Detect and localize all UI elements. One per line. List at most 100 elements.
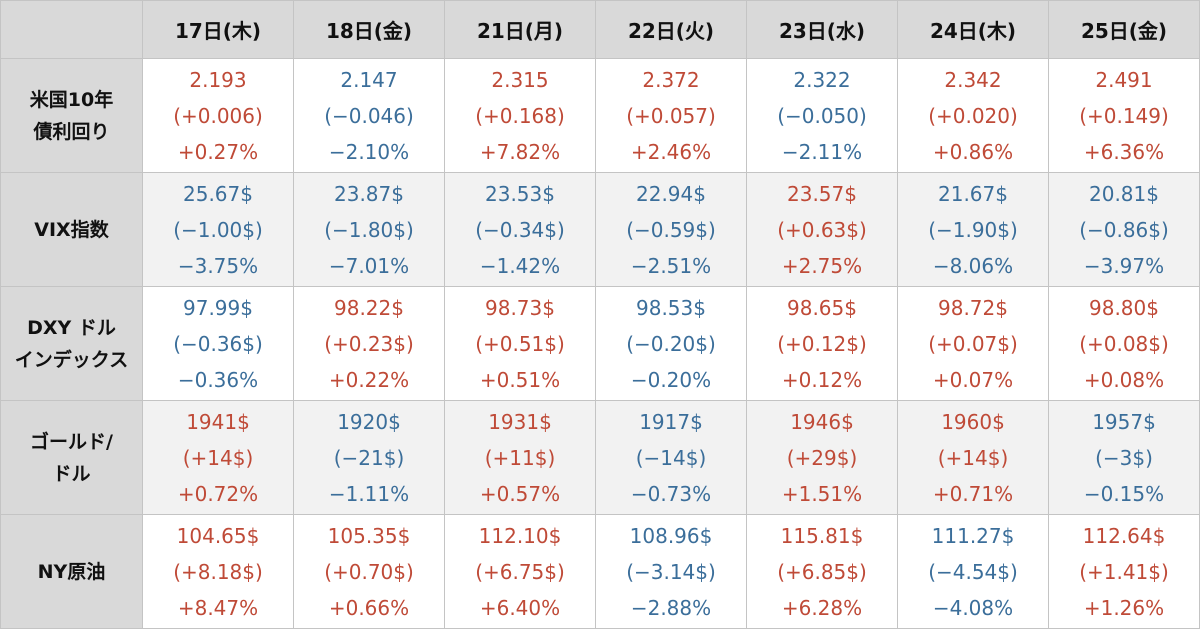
cell-change: (−0.59$) <box>626 217 716 242</box>
cell-change: (−21$) <box>333 445 405 470</box>
row-label: ゴールド/ドル <box>0 400 143 515</box>
cell-percent: −1.11% <box>328 481 410 506</box>
cell-value: 23.87$ <box>334 181 404 206</box>
column-header: 24日(木) <box>897 0 1049 59</box>
table-row: 米国10年債利回り 2.193 (+0.006) +0.27% 2.147 (−0.046… <box>0 58 1200 173</box>
cell-value: 2.491 <box>1095 67 1153 92</box>
cell-change: (+0.07$) <box>928 331 1018 356</box>
data-cell: 112.10$ (+6.75$) +6.40% <box>444 514 596 629</box>
data-cell: 22.94$ (−0.59$) −2.51% <box>595 172 747 287</box>
column-header: 25日(金) <box>1048 0 1200 59</box>
cell-value: 23.53$ <box>485 181 555 206</box>
cell-value: 21.67$ <box>938 181 1008 206</box>
data-cell: 98.65$ (+0.12$) +0.12% <box>746 286 898 401</box>
data-cell: 112.64$ (+1.41$) +1.26% <box>1048 514 1200 629</box>
cell-change: (−3.14$) <box>626 559 716 584</box>
data-cell: 25.67$ (−1.00$) −3.75% <box>142 172 294 287</box>
cell-value: 25.67$ <box>183 181 253 206</box>
column-header: 18日(金) <box>293 0 445 59</box>
cell-change: (+14$) <box>182 445 254 470</box>
cell-change: (+0.63$) <box>777 217 867 242</box>
row-label-line: VIX指数 <box>34 218 109 241</box>
cell-value: 98.73$ <box>485 295 555 320</box>
cell-percent: −2.10% <box>328 139 410 164</box>
data-cell: 108.96$ (−3.14$) −2.88% <box>595 514 747 629</box>
row-label: VIX指数 <box>0 172 143 287</box>
cell-change: (−0.34$) <box>475 217 565 242</box>
cell-change: (+29$) <box>786 445 858 470</box>
cell-percent: +0.08% <box>1083 367 1165 392</box>
cell-change: (−3$) <box>1095 445 1153 470</box>
cell-percent: +1.26% <box>1083 595 1165 620</box>
data-cell: 98.22$ (+0.23$) +0.22% <box>293 286 445 401</box>
cell-value: 2.147 <box>340 67 398 92</box>
row-label-line: インデックス <box>14 348 129 371</box>
row-label-line: ドル <box>52 462 91 485</box>
cell-value: 1957$ <box>1092 409 1156 434</box>
data-cell: 2.491 (+0.149) +6.36% <box>1048 58 1200 173</box>
cell-change: (−0.046) <box>324 103 414 128</box>
cell-change: (+0.168) <box>475 103 565 128</box>
cell-percent: −2.11% <box>781 139 863 164</box>
cell-value: 1931$ <box>488 409 552 434</box>
data-cell: 20.81$ (−0.86$) −3.97% <box>1048 172 1200 287</box>
cell-value: 98.72$ <box>938 295 1008 320</box>
cell-value: 1941$ <box>186 409 250 434</box>
cell-value: 112.10$ <box>478 523 562 548</box>
cell-percent: −3.97% <box>1083 253 1165 278</box>
data-cell: 2.193 (+0.006) +0.27% <box>142 58 294 173</box>
cell-value: 98.53$ <box>636 295 706 320</box>
data-cell: 2.322 (−0.050) −2.11% <box>746 58 898 173</box>
corner-cell <box>0 0 143 59</box>
cell-percent: +0.51% <box>479 367 561 392</box>
cell-change: (+0.08$) <box>1079 331 1169 356</box>
cell-percent: +0.07% <box>932 367 1014 392</box>
cell-value: 108.96$ <box>629 523 713 548</box>
cell-change: (+1.41$) <box>1079 559 1169 584</box>
cell-change: (+14$) <box>937 445 1009 470</box>
column-header: 21日(月) <box>444 0 596 59</box>
cell-percent: +0.86% <box>932 139 1014 164</box>
row-label-line: ゴールド/ <box>30 430 113 453</box>
data-cell: 1920$ (−21$) −1.11% <box>293 400 445 515</box>
data-cell: 1941$ (+14$) +0.72% <box>142 400 294 515</box>
table-row: ゴールド/ドル 1941$ (+14$) +0.72% 1920$ (−21$) −1.11… <box>0 400 1200 515</box>
cell-percent: −8.06% <box>932 253 1014 278</box>
column-header: 17日(木) <box>142 0 294 59</box>
cell-value: 1917$ <box>639 409 703 434</box>
data-cell: 97.99$ (−0.36$) −0.36% <box>142 286 294 401</box>
cell-change: (−1.00$) <box>173 217 263 242</box>
data-cell: 98.80$ (+0.08$) +0.08% <box>1048 286 1200 401</box>
table-row: DXY ドル インデックス 97.99$ (−0.36$) −0.36% 98.22$ (+… <box>0 286 1200 401</box>
data-cell: 98.73$ (+0.51$) +0.51% <box>444 286 596 401</box>
cell-percent: −3.75% <box>177 253 259 278</box>
data-cell: 2.372 (+0.057) +2.46% <box>595 58 747 173</box>
cell-change: (+6.85$) <box>777 559 867 584</box>
cell-change: (+6.75$) <box>475 559 565 584</box>
data-cell: 2.342 (+0.020) +0.86% <box>897 58 1049 173</box>
cell-change: (−0.36$) <box>173 331 263 356</box>
cell-value: 20.81$ <box>1089 181 1159 206</box>
cell-change: (−1.90$) <box>928 217 1018 242</box>
cell-value: 112.64$ <box>1082 523 1166 548</box>
cell-percent: +0.66% <box>328 595 410 620</box>
row-label-line: 米国10年 <box>29 88 114 111</box>
cell-value: 1960$ <box>941 409 1005 434</box>
cell-change: (+0.70$) <box>324 559 414 584</box>
cell-value: 2.193 <box>189 67 247 92</box>
row-label-line: NY原油 <box>37 560 106 583</box>
data-cell: 2.315 (+0.168) +7.82% <box>444 58 596 173</box>
cell-value: 2.342 <box>944 67 1002 92</box>
cell-change: (+0.057) <box>626 103 716 128</box>
cell-percent: +2.75% <box>781 253 863 278</box>
cell-value: 2.372 <box>642 67 700 92</box>
cell-value: 111.27$ <box>931 523 1015 548</box>
cell-percent: +0.12% <box>781 367 863 392</box>
cell-value: 98.80$ <box>1089 295 1159 320</box>
row-label-line: 債利回り <box>33 120 110 143</box>
cell-percent: +0.22% <box>328 367 410 392</box>
data-cell: 21.67$ (−1.90$) −8.06% <box>897 172 1049 287</box>
cell-percent: −0.36% <box>177 367 259 392</box>
data-cell: 1946$ (+29$) +1.51% <box>746 400 898 515</box>
